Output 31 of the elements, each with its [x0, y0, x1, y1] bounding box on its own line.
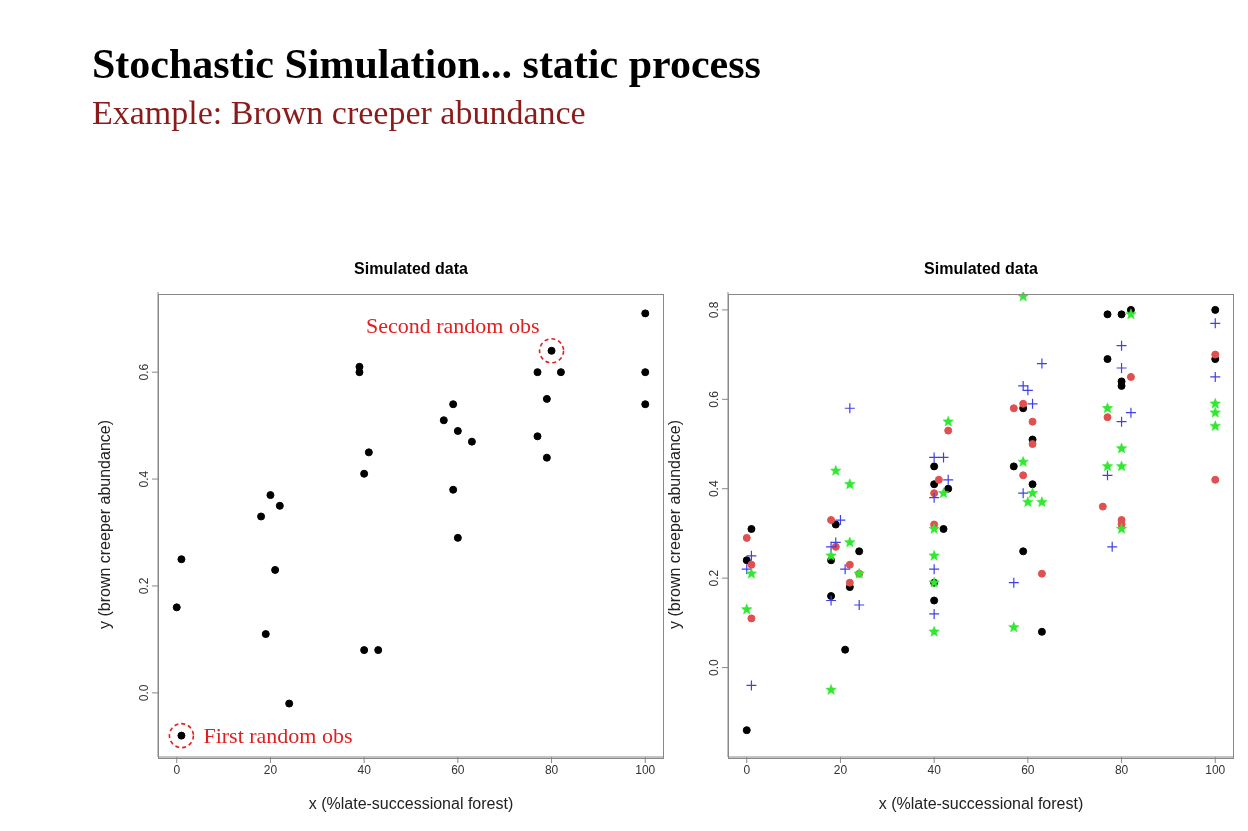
x-axis-title: x (%late-successional forest) [878, 795, 1084, 812]
x-tick-label: 0 [743, 762, 751, 777]
y-tick-label: 0.4 [707, 480, 721, 498]
text: Example: Brown creeper abundance [92, 94, 587, 132]
x-tick-label: 100 [635, 762, 656, 777]
y-tick-label: 0.0 [137, 684, 151, 702]
y-tick-label: 0.0 [707, 658, 721, 676]
x-tick-label: 40 [357, 762, 372, 777]
annotation: First random obs [203, 722, 353, 748]
y-axis-title: y (brown creeper abundance) [665, 419, 683, 630]
y-tick-label: 0.6 [137, 363, 151, 381]
chart-title: Simulated data [353, 260, 469, 278]
y-tick-label: 0.8 [707, 301, 721, 319]
x-tick-label: 60 [1021, 762, 1035, 777]
y-axis-title: y (brown creeper abundance) [95, 419, 113, 630]
text: Stochastic Simulation... static process [92, 40, 762, 88]
x-tick-label: 40 [927, 762, 942, 777]
x-tick-label: 80 [1114, 762, 1129, 777]
x-tick-label: 20 [263, 762, 278, 777]
chart-title: Simulated data [923, 260, 1039, 278]
x-axis-title: x (%late-successional forest) [308, 795, 514, 812]
y-tick-label: 0.2 [707, 569, 721, 587]
x-tick-label: 100 [1205, 762, 1226, 777]
x-tick-label: 20 [833, 762, 848, 777]
x-tick-label: 60 [451, 762, 465, 777]
annotation: Second random obs [366, 312, 540, 338]
x-tick-label: 80 [544, 762, 559, 777]
y-tick-label: 0.6 [707, 390, 721, 408]
y-tick-label: 0.2 [137, 577, 151, 595]
y-tick-label: 0.4 [137, 470, 151, 488]
x-tick-label: 0 [173, 762, 181, 777]
